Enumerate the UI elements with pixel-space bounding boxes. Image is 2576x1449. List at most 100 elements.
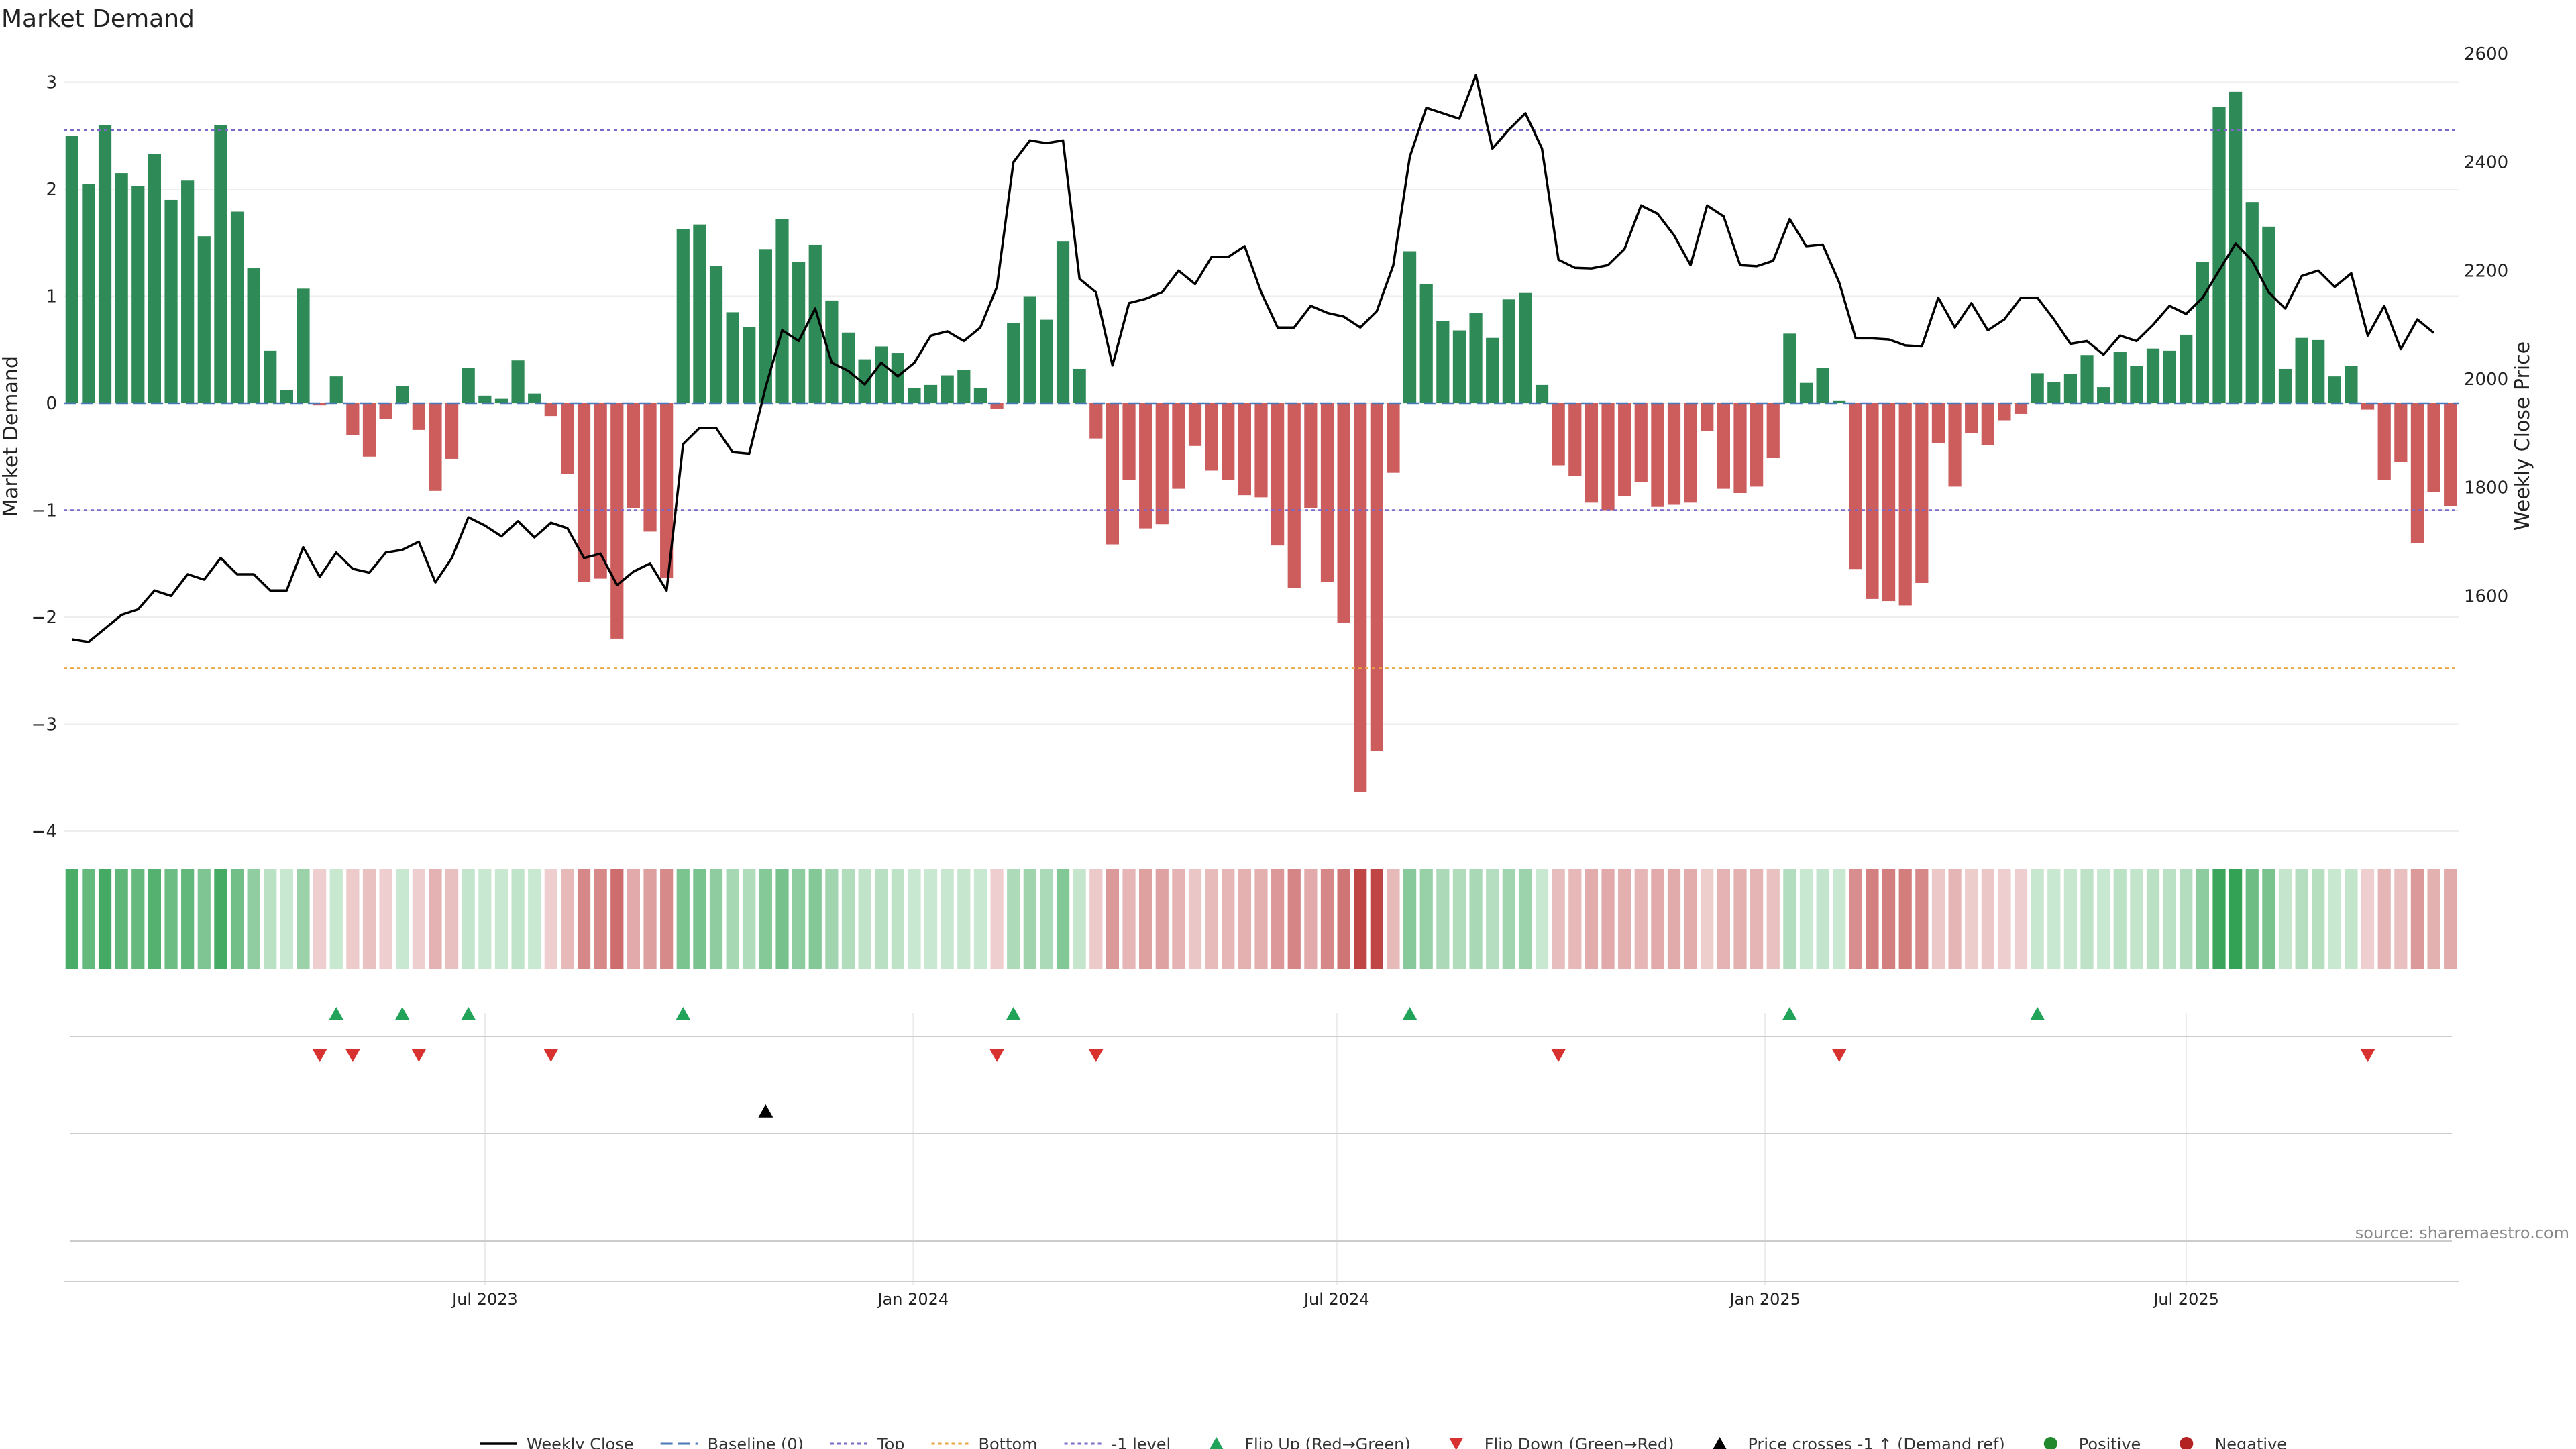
heat-cell <box>990 869 1004 969</box>
demand-bar-negative <box>1568 403 1582 476</box>
demand-bar-negative <box>2394 403 2408 462</box>
heat-cell <box>1998 869 2011 969</box>
demand-bar-positive <box>2063 374 2078 403</box>
flip-up-marker <box>676 1007 691 1020</box>
demand-bar-negative <box>1701 403 1714 431</box>
demand-bar-negative <box>1172 403 1185 489</box>
demand-bar-positive <box>973 388 987 403</box>
price-cross-marker <box>758 1104 773 1118</box>
heat-cell <box>676 869 690 969</box>
heat-cell <box>1750 869 1764 969</box>
demand-bar-positive <box>2345 366 2358 403</box>
demand-bar-negative <box>1601 403 1615 511</box>
heat-cell <box>1783 869 1796 969</box>
demand-bar-positive <box>2295 337 2308 403</box>
flip-down-marker <box>1088 1049 1104 1062</box>
heat-cell <box>429 869 442 969</box>
heat-cell <box>1238 869 1251 969</box>
heat-cell <box>181 869 195 969</box>
heat-cell <box>1469 869 1483 969</box>
demand-bar-negative <box>1965 403 1978 433</box>
heat-cell <box>1502 869 1515 969</box>
heat-cell <box>65 869 78 969</box>
legend-label: Flip Up (Red→Green) <box>1244 1435 1411 1449</box>
demand-bar-positive <box>1469 313 1483 403</box>
demand-bar-negative <box>1948 403 1962 487</box>
demand-bar-positive <box>494 398 508 403</box>
heat-cell <box>1370 869 1383 969</box>
heat-cell <box>1122 869 1136 969</box>
heat-cell <box>561 869 574 969</box>
demand-bar-negative <box>429 403 442 491</box>
legend-marker-triangle-down <box>1449 1438 1463 1449</box>
flip-down-marker <box>312 1049 327 1062</box>
heat-cell <box>2361 869 2375 969</box>
demand-bar-negative <box>1684 403 1697 503</box>
heat-cell <box>1849 869 1862 969</box>
heat-cell <box>313 869 327 969</box>
demand-bar-positive <box>230 211 244 403</box>
legend-label: Negative <box>2214 1435 2287 1449</box>
heat-cell <box>511 869 525 969</box>
demand-bar-positive <box>2180 334 2193 403</box>
demand-bar-negative <box>1750 403 1764 487</box>
demand-bar-positive <box>65 136 78 403</box>
demand-bar-negative <box>1106 403 1120 545</box>
heat-cell <box>1419 869 1433 969</box>
heat-cell <box>1254 869 1268 969</box>
demand-bar-negative <box>1387 403 1400 473</box>
source-note: source: sharemaestro.com <box>2355 1224 2569 1242</box>
heat-cell <box>693 869 706 969</box>
demand-bar-positive <box>247 268 260 403</box>
heat-cell <box>544 869 557 969</box>
demand-bar-positive <box>1486 337 1499 403</box>
demand-bar-negative <box>544 403 557 417</box>
flip-down-marker <box>2360 1049 2375 1062</box>
y2-tick-label: 1600 <box>2464 586 2508 606</box>
legend-marker-triangle-up <box>1713 1437 1727 1449</box>
heat-cell <box>197 869 211 969</box>
heat-cell <box>2014 869 2028 969</box>
demand-bar-positive <box>1023 296 1036 403</box>
demand-bar-negative <box>1998 403 2011 421</box>
y2-tick-label: 2600 <box>2464 44 2508 64</box>
demand-bar-positive <box>2212 107 2226 403</box>
demand-bar-positive <box>1519 292 1532 403</box>
y-tick-label: −2 <box>32 608 57 628</box>
demand-bar-positive <box>82 184 95 403</box>
heat-cell <box>1585 869 1599 969</box>
demand-bar-negative <box>2410 403 2424 543</box>
flip-up-marker <box>1006 1007 1021 1020</box>
heat-cell <box>1023 869 1036 969</box>
heat-cell <box>2196 869 2209 969</box>
heat-cell <box>2047 869 2061 969</box>
heat-cell <box>1287 869 1301 969</box>
demand-bar-negative <box>1337 403 1350 623</box>
heat-cell <box>1684 869 1697 969</box>
heat-cell <box>792 869 806 969</box>
heat-cell <box>2212 869 2226 969</box>
y2-tick-label: 1800 <box>2464 478 2508 498</box>
heat-cell <box>2245 869 2259 969</box>
demand-bar-positive <box>709 266 723 403</box>
heat-cell <box>1965 869 1978 969</box>
legend: Weekly Close Baseline (0) Top Bottom -1 leve… <box>480 1435 2287 1449</box>
heat-cell <box>2180 869 2193 969</box>
legend-label: Flip Down (Green→Red) <box>1485 1435 1674 1449</box>
axis-ticks: 3 2 1 0 −1 −2 −3 −4 2600 2400 2200 2000 1800 1600 Jul … <box>32 44 2509 1309</box>
demand-bar-negative <box>610 403 624 639</box>
demand-bar-positive <box>1502 299 1515 403</box>
legend-label: Baseline (0) <box>708 1435 804 1449</box>
demand-bar-negative <box>1634 403 1648 483</box>
demand-bar-positive <box>726 312 739 403</box>
demand-bar-positive <box>1073 368 1086 403</box>
demand-bar-positive <box>98 125 112 404</box>
demand-bar-positive <box>792 262 806 403</box>
heat-cell <box>1155 869 1169 969</box>
heat-cell <box>1403 869 1417 969</box>
demand-bar-positive <box>148 154 162 404</box>
demand-bar-negative <box>660 403 674 578</box>
flip-down-marker <box>543 1049 559 1062</box>
demand-bar-negative <box>1931 403 1945 443</box>
heat-cell <box>1205 869 1218 969</box>
